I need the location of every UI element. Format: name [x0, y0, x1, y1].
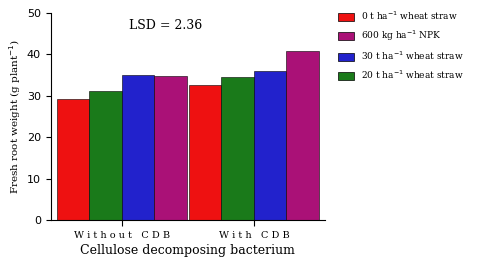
Bar — [222, 77, 254, 220]
X-axis label: Cellulose decomposing bacterium: Cellulose decomposing bacterium — [80, 244, 296, 257]
Legend: 0 t ha$^{-1}$ wheat straw, 600 kg ha$^{-1}$ NPK, 30 t ha$^{-1}$ wheat straw, 20 : 0 t ha$^{-1}$ wheat straw, 600 kg ha$^{-… — [335, 7, 466, 84]
Text: LSD = 2.36: LSD = 2.36 — [130, 19, 202, 32]
Bar — [286, 51, 319, 220]
Bar — [254, 71, 286, 220]
Bar — [154, 76, 187, 220]
Bar — [122, 75, 154, 220]
Bar — [189, 85, 222, 220]
Bar — [57, 99, 90, 220]
Y-axis label: Fresh root weight (g plant$^{-1}$): Fresh root weight (g plant$^{-1}$) — [7, 39, 22, 194]
Bar — [90, 91, 122, 220]
